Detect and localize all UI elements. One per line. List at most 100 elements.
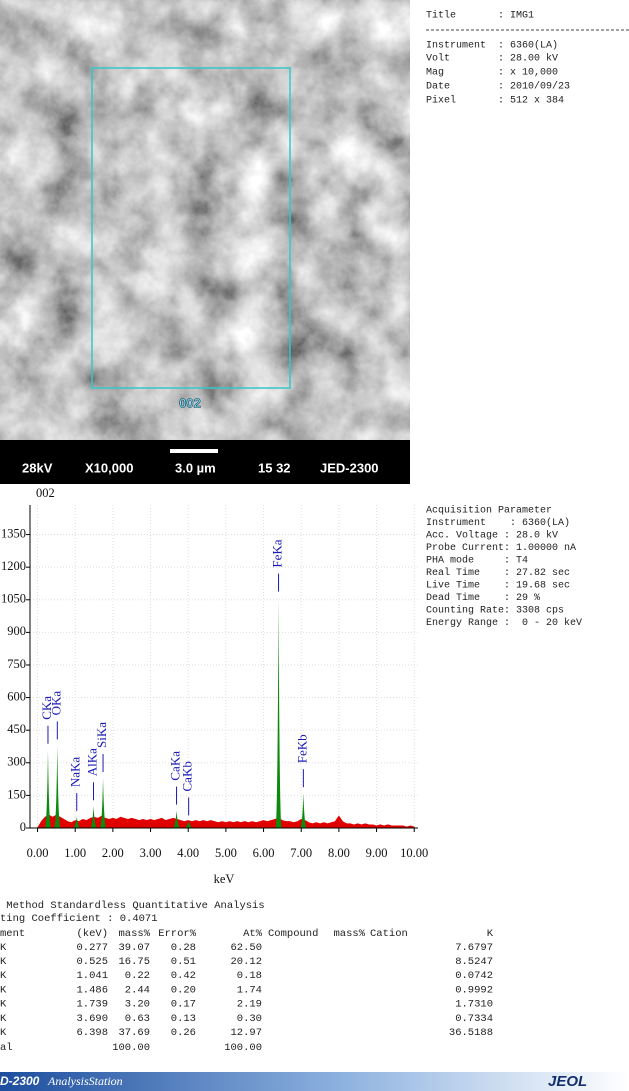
acq-line: Acquisition Parameter [426,505,552,517]
table-coef: ting Coefficient : 0.4071 [0,913,158,925]
x-axis-label: keV [214,872,235,886]
info-line: Mag : x 10,000 [426,68,558,79]
table-cell: 39.07 [118,942,150,954]
x-tick-label: 0.00 [27,846,49,860]
x-tick-label: 1.00 [64,846,86,860]
table-cell: 1.739 [76,999,108,1011]
peak-label: AlKa [84,748,99,776]
acq-line: Real Time : 27.82 sec [426,567,570,579]
x-tick-label: 5.00 [215,846,237,860]
report: 002 28kV X10,000 3.0 µm 15 32 JED-2300 D… [0,0,629,1091]
table-header: Compound [268,928,318,940]
x-tick-label: 4.00 [177,846,199,860]
x-tick-label: 2.00 [102,846,124,860]
table-cell: 0.277 [76,942,108,954]
table-cell: 8.5247 [455,956,493,968]
y-tick-label: 750 [7,657,26,671]
acq-line: Probe Current: 1.00000 nA [426,542,576,554]
table-cell: 0.525 [76,956,108,968]
table-total: 100.00 [112,1042,150,1054]
table-cell: K [0,956,7,968]
info-line: Instrument : 6360(LA) [426,40,558,52]
table-cell: K [0,942,7,954]
table-cell: K [0,984,7,996]
footer-station: AnalysisStation [47,1074,123,1088]
info-line: Date : 2010/09/23 [426,81,570,93]
table-cell: 0.26 [171,1027,196,1039]
x-tick-label: 9.00 [366,846,388,860]
page: body { margin: 0; width: 629px; height: … [0,0,629,1091]
table-cell: 0.51 [171,956,196,968]
chart-title: 002 [36,486,55,500]
peak-label: OKa [48,691,63,716]
table-cell: 0.28 [171,942,196,954]
info-line: Volt : 28.00 kV [426,53,558,65]
info-text: X10,000 [85,460,133,475]
info-text: 3.0 µm [175,460,216,475]
table-cell: K [0,1013,7,1025]
footer-product: D-2300 [0,1074,40,1088]
table-cell: 0.63 [125,1013,150,1025]
table-cell: 12.97 [230,1027,262,1039]
table-cell: 20.12 [230,956,262,968]
table-cell: 0.7334 [455,1013,493,1025]
table-cell: 16.75 [118,956,150,968]
table-cell: 1.041 [76,970,108,982]
roi-label: 002 [179,395,201,410]
x-tick-label: 8.00 [328,846,350,860]
table-cell: 6.398 [76,1027,108,1039]
table-cell: 7.6797 [455,942,493,954]
table-cell: 62.50 [230,942,262,954]
y-tick-label: 600 [7,689,26,703]
scale-bar [170,449,218,453]
table-cell: 0.0742 [455,970,493,982]
table-cell: 0.30 [237,1013,262,1025]
info-line: Title : IMG1 [426,10,534,22]
table-header: At% [243,928,263,940]
y-tick-label: 900 [7,624,26,638]
table-total: 100.00 [224,1042,262,1054]
table-cell: 1.74 [237,984,262,996]
table-total: al [0,1042,13,1054]
table-cell: 0.20 [171,984,196,996]
acq-line: Instrument : 6360(LA) [426,517,570,529]
peak-label: SiKa [94,722,109,748]
sem-image [0,0,410,440]
table-header: Error% [158,928,197,940]
footer-logo: JEOL [548,1073,587,1090]
acq-line: Acc. Voltage : 28.0 kV [426,530,558,542]
table-header: (keV) [76,928,108,940]
table-cell: 1.486 [76,984,108,996]
y-tick-label: 0 [20,820,26,834]
table-cell: 0.42 [171,970,196,982]
info-line: Pixel : 512 x 384 [426,95,564,107]
acq-line: PHA mode : T4 [426,555,528,567]
table-cell: 0.13 [171,1013,196,1025]
info-text: 15 32 [258,460,291,475]
y-tick-label: 450 [7,722,26,736]
table-cell: 0.9992 [455,984,493,996]
x-tick-label: 7.00 [290,846,312,860]
y-tick-label: 150 [7,787,26,801]
table-cell: 0.18 [237,970,262,982]
y-tick-label: 1050 [1,592,26,606]
info-text: 28kV [22,460,53,475]
table-cell: 0.17 [171,999,196,1011]
table-cell: K [0,970,7,982]
table-cell: 2.44 [125,984,150,996]
acq-line: Dead Time : 29 % [426,592,540,604]
acq-line: Counting Rate: 3308 cps [426,605,564,617]
body: {"sem_image": {"roi_label": "002", "info… [0,0,629,1091]
table-cell: 1.7310 [455,999,493,1011]
x-tick-label: 10.00 [400,846,428,860]
table-header: mass% [118,928,150,940]
table-header: ment [0,928,25,940]
table-cell: 36.5188 [449,1027,493,1039]
acq-line: Live Time : 19.68 sec [426,580,570,592]
y-tick-label: 1200 [1,559,26,573]
table-cell: K [0,999,7,1011]
table-cell: 3.20 [125,999,150,1011]
table-cell: 37.69 [118,1027,150,1039]
table-cell: K [0,1027,7,1039]
acq-line: Energy Range : 0 - 20 keV [426,617,582,629]
